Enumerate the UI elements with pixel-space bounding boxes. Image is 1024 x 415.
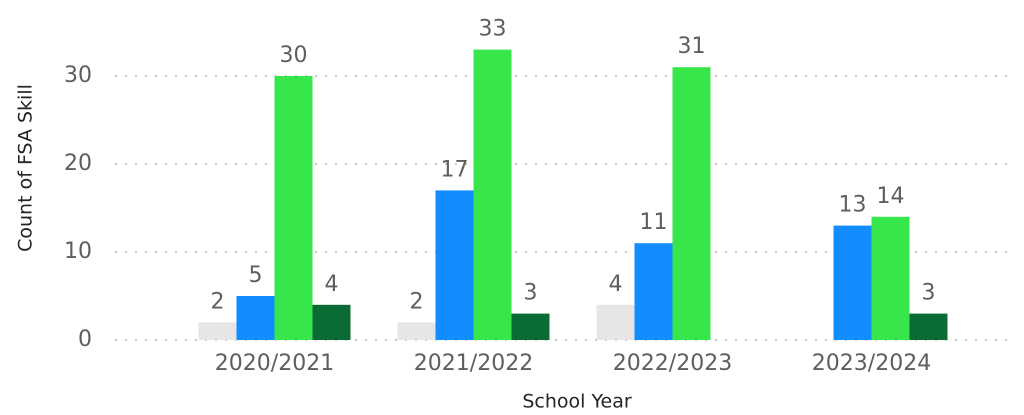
bar [511, 313, 550, 340]
data-label: 11 [640, 210, 668, 235]
bar [634, 243, 673, 340]
x-tick-label: 2023/2024 [812, 351, 931, 376]
bar [909, 313, 948, 340]
data-label: 5 [249, 263, 263, 288]
bar [274, 76, 313, 340]
bar [871, 216, 910, 340]
x-axis-title: School Year [522, 391, 632, 413]
bar [435, 190, 474, 340]
x-tick-label: 2022/2023 [613, 351, 732, 376]
y-axis-title: Count of FSA Skill [15, 84, 37, 252]
data-label: 31 [678, 34, 706, 59]
x-tick-label: 2020/2021 [215, 351, 334, 376]
x-tick-label: 2021/2022 [414, 351, 533, 376]
bar [236, 296, 275, 340]
data-label: 13 [839, 193, 867, 218]
data-label: 14 [877, 184, 905, 209]
data-label: 30 [280, 43, 308, 68]
data-label: 4 [325, 272, 339, 297]
y-tick-label: 30 [64, 63, 92, 88]
bar [198, 322, 237, 340]
y-tick-label: 20 [64, 151, 92, 176]
bar [397, 322, 436, 340]
data-label: 17 [441, 157, 469, 182]
y-tick-label: 0 [78, 327, 92, 352]
bar [473, 49, 512, 340]
data-label: 3 [922, 281, 936, 306]
data-label: 3 [524, 281, 538, 306]
bar [672, 67, 711, 340]
bar [312, 304, 351, 340]
data-label: 33 [479, 17, 507, 42]
y-tick-label: 10 [64, 239, 92, 264]
data-label: 4 [609, 272, 623, 297]
bar [596, 304, 635, 340]
data-label: 2 [410, 289, 424, 314]
data-label: 2 [211, 289, 225, 314]
bar [833, 225, 872, 340]
